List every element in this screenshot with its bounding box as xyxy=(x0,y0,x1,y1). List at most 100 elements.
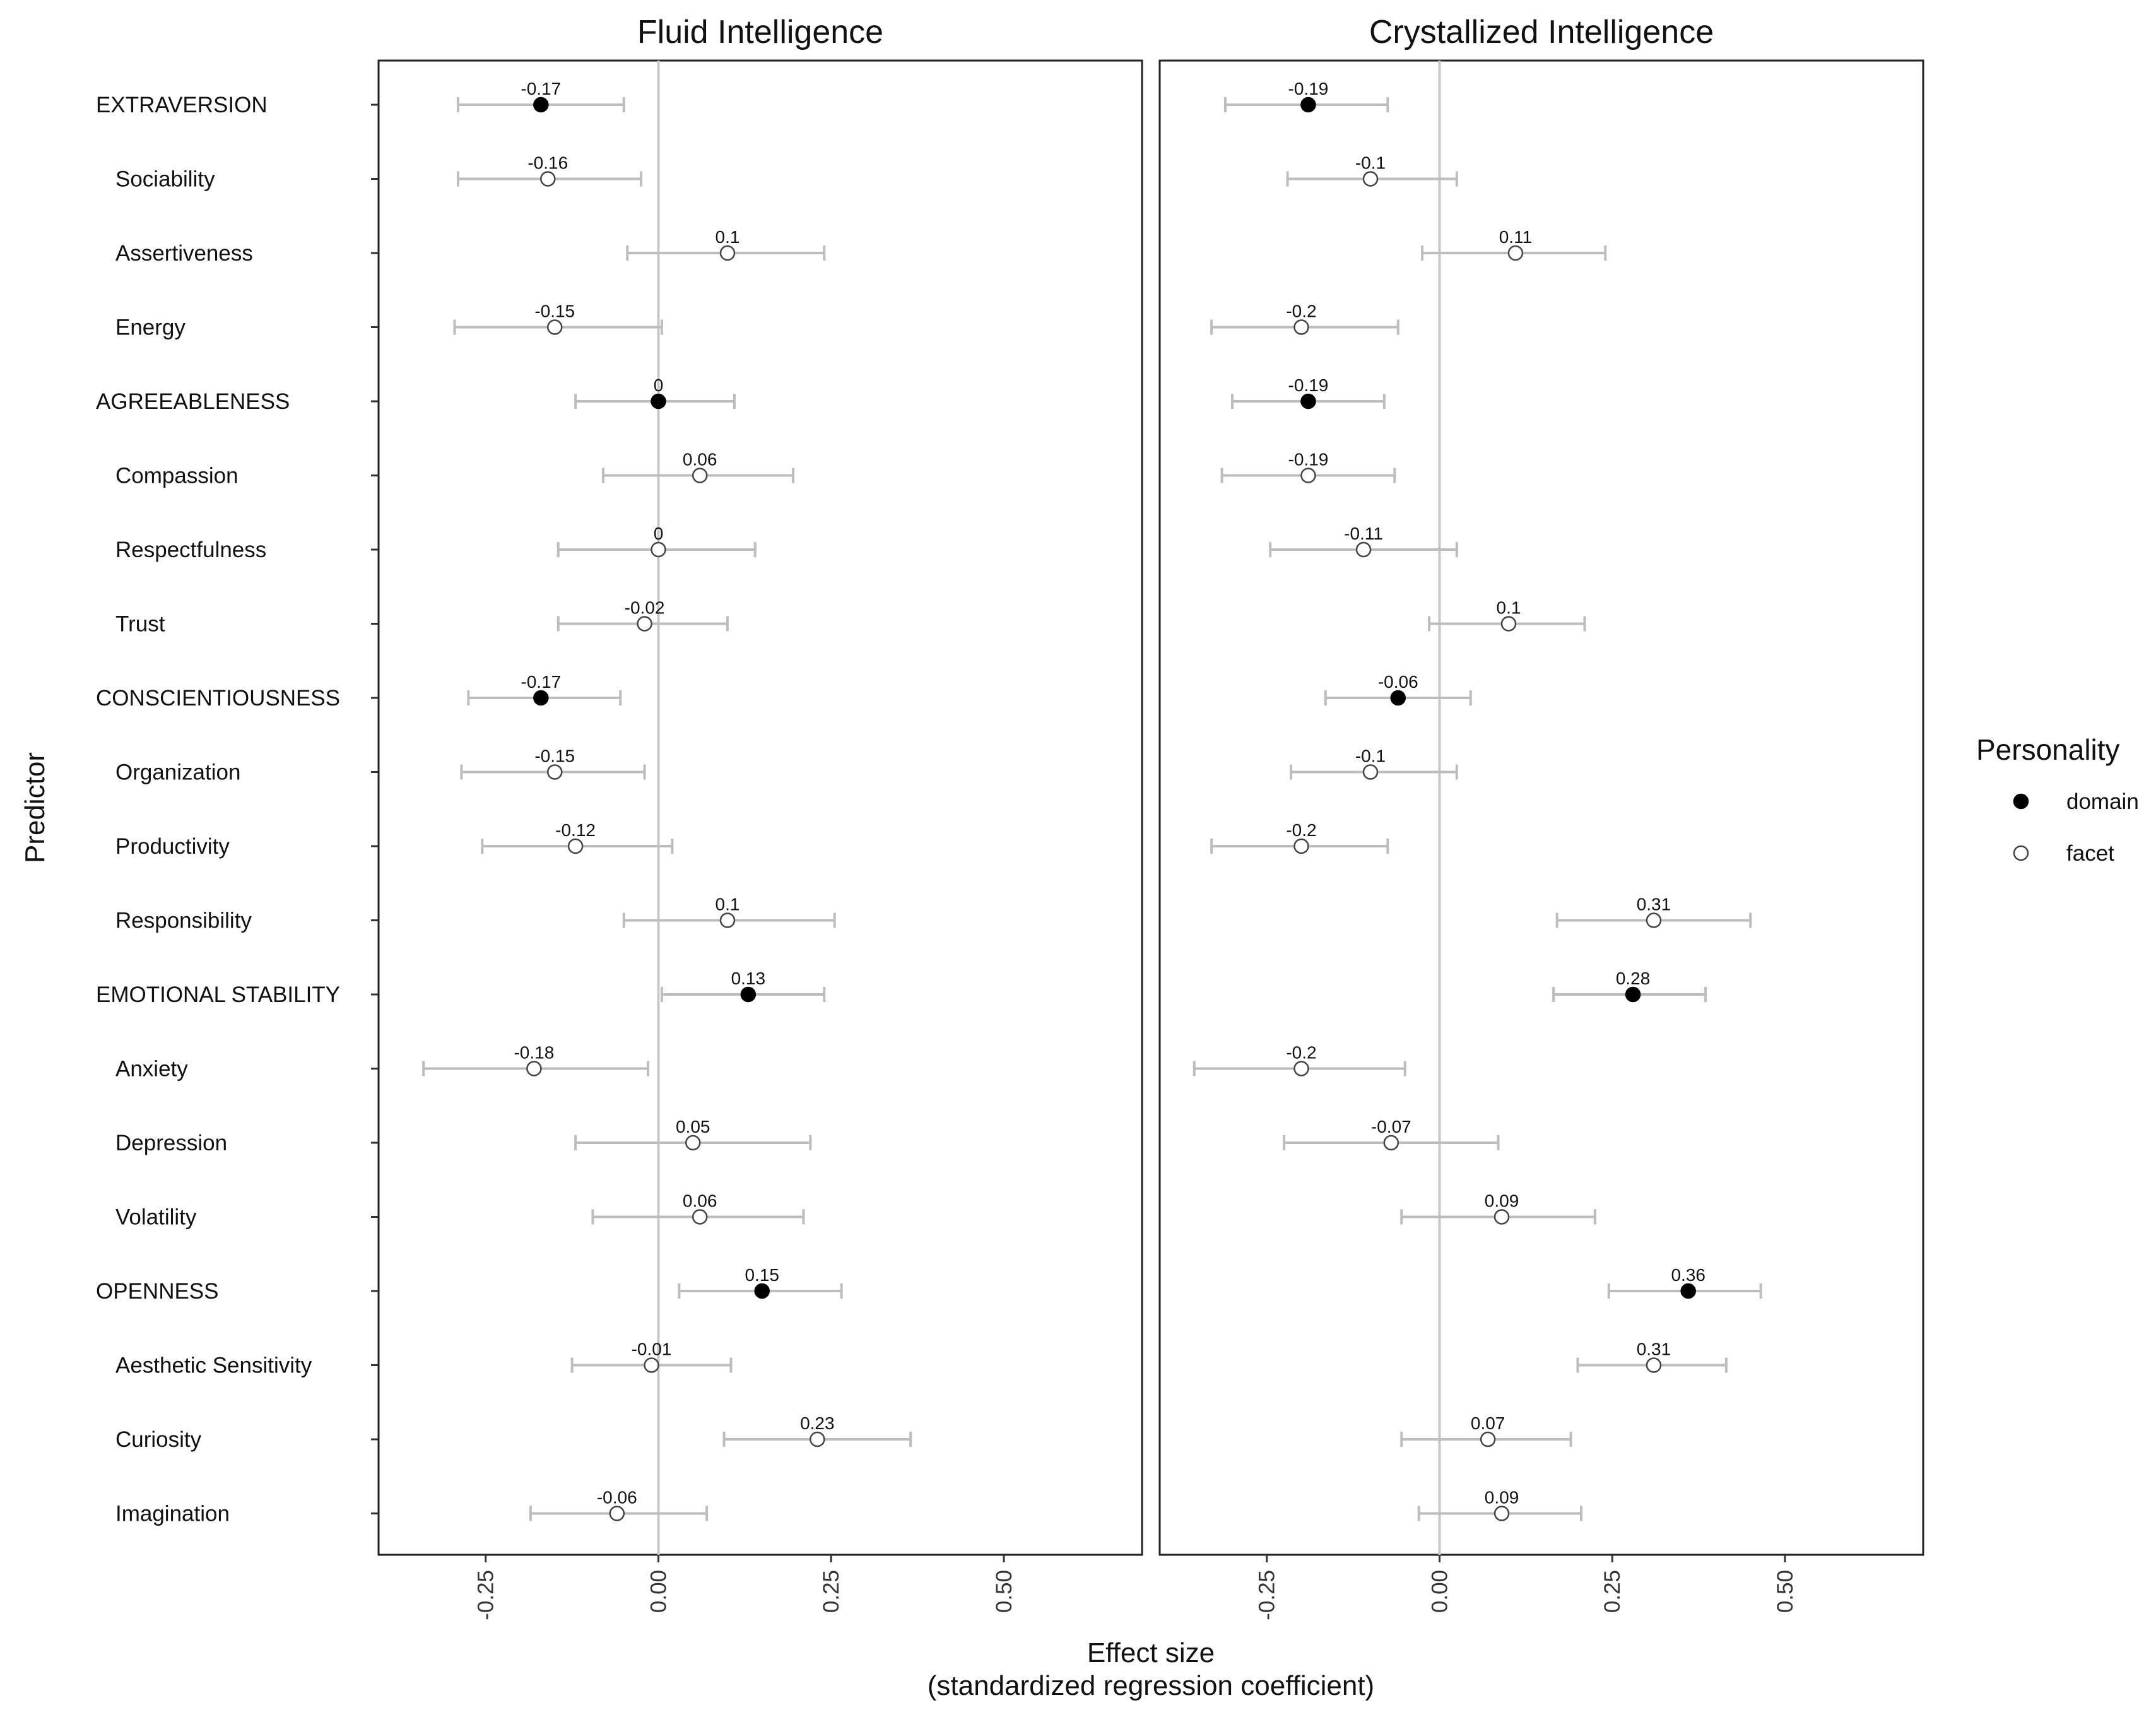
legend-label-facet: facet xyxy=(2066,841,2114,866)
point-0-13 xyxy=(526,1061,542,1076)
panel-frame-0 xyxy=(377,59,1143,1556)
row-label-4: AGREEABLENESS xyxy=(96,389,290,414)
x-axis-title: Effect size xyxy=(1087,1637,1215,1668)
point-1-5 xyxy=(1300,468,1316,483)
point-label-0-5: 0.06 xyxy=(683,450,717,469)
point-label-0-16: 0.15 xyxy=(745,1265,779,1285)
point-label-1-6: -0.11 xyxy=(1344,524,1383,543)
point-1-7 xyxy=(1500,616,1517,632)
point-0-12 xyxy=(740,986,757,1003)
panel-frame-1 xyxy=(1158,59,1924,1556)
point-label-0-1: -0.16 xyxy=(527,153,568,173)
point-0-15 xyxy=(692,1209,708,1225)
point-1-11 xyxy=(1646,912,1662,928)
row-label-18: Curiosity xyxy=(115,1427,202,1452)
point-label-0-13: -0.18 xyxy=(514,1043,554,1063)
legend-title: Personality xyxy=(1976,733,2120,766)
point-label-0-0: -0.17 xyxy=(521,79,561,98)
y-axis-title: Predictor xyxy=(20,752,50,863)
point-label-1-12: 0.28 xyxy=(1616,969,1651,988)
point-1-10 xyxy=(1293,838,1309,854)
point-label-0-4: 0 xyxy=(654,375,664,395)
point-label-1-15: 0.09 xyxy=(1485,1191,1519,1211)
point-label-0-7: -0.02 xyxy=(625,598,665,618)
point-1-19 xyxy=(1493,1506,1510,1521)
legend-label-domain: domain xyxy=(2066,789,2139,814)
point-0-4 xyxy=(651,393,666,410)
point-label-1-1: -0.1 xyxy=(1355,153,1386,173)
point-1-17 xyxy=(1646,1357,1662,1373)
row-label-6: Respectfulness xyxy=(115,538,266,562)
row-label-15: Volatility xyxy=(115,1205,197,1230)
row-label-2: Assertiveness xyxy=(115,241,253,266)
point-1-0 xyxy=(1300,97,1316,113)
point-label-1-10: -0.2 xyxy=(1286,820,1316,840)
point-1-16 xyxy=(1680,1283,1696,1299)
point-label-1-13: -0.2 xyxy=(1286,1043,1316,1063)
point-0-10 xyxy=(567,838,584,854)
point-1-8 xyxy=(1390,690,1406,706)
point-label-0-8: -0.17 xyxy=(521,672,561,692)
point-label-1-14: -0.07 xyxy=(1371,1117,1411,1136)
row-label-8: CONSCIENTIOUSNESS xyxy=(96,686,340,711)
row-label-0: EXTRAVERSION xyxy=(96,93,268,117)
point-label-1-19: 0.09 xyxy=(1485,1488,1519,1507)
point-0-9 xyxy=(546,764,563,780)
point-1-3 xyxy=(1293,319,1309,335)
point-1-2 xyxy=(1507,245,1524,261)
point-label-0-12: 0.13 xyxy=(731,969,766,988)
point-0-1 xyxy=(540,171,556,187)
point-label-0-2: 0.1 xyxy=(716,227,740,247)
point-0-5 xyxy=(692,468,708,483)
row-label-19: Imagination xyxy=(115,1502,230,1526)
row-label-14: Depression xyxy=(115,1131,227,1155)
point-label-0-3: -0.15 xyxy=(534,302,575,321)
point-label-0-14: 0.05 xyxy=(676,1117,710,1136)
x-tick-label-1-0: -0.25 xyxy=(1255,1570,1280,1620)
row-label-17: Aesthetic Sensitivity xyxy=(115,1353,312,1378)
point-1-18 xyxy=(1480,1431,1496,1448)
point-label-1-9: -0.1 xyxy=(1355,746,1386,766)
point-label-1-11: 0.31 xyxy=(1637,895,1671,914)
point-0-2 xyxy=(719,245,736,261)
point-label-1-3: -0.2 xyxy=(1286,302,1316,321)
row-label-1: Sociability xyxy=(115,167,215,192)
point-label-1-18: 0.07 xyxy=(1471,1413,1505,1433)
point-0-17 xyxy=(644,1357,659,1373)
point-label-1-5: -0.19 xyxy=(1288,450,1329,469)
panel-title-0: Fluid Intelligence xyxy=(637,14,883,50)
point-label-0-18: 0.23 xyxy=(800,1413,835,1433)
x-axis-subtitle: (standardized regression coefficient) xyxy=(928,1670,1374,1701)
point-label-1-0: -0.19 xyxy=(1288,79,1329,98)
point-1-15 xyxy=(1493,1209,1510,1225)
row-label-5: Compassion xyxy=(115,464,239,488)
point-0-14 xyxy=(685,1135,701,1151)
point-1-14 xyxy=(1383,1135,1399,1151)
point-0-19 xyxy=(609,1506,625,1521)
point-label-1-2: 0.11 xyxy=(1499,227,1532,247)
x-tick-label-1-3: 0.50 xyxy=(1773,1570,1798,1613)
x-tick-label-0-1: 0.00 xyxy=(646,1570,671,1613)
point-label-1-16: 0.36 xyxy=(1671,1265,1705,1285)
row-label-9: Organization xyxy=(115,760,240,785)
point-1-1 xyxy=(1362,171,1379,187)
legend-marker-facet xyxy=(2013,845,2029,861)
point-label-1-8: -0.06 xyxy=(1378,672,1418,692)
legend-marker-domain xyxy=(2013,793,2029,810)
x-tick-label-0-0: -0.25 xyxy=(474,1570,498,1620)
point-label-0-11: 0.1 xyxy=(716,895,740,914)
point-0-18 xyxy=(810,1431,825,1448)
row-label-12: EMOTIONAL STABILITY xyxy=(96,982,340,1007)
point-label-0-6: 0 xyxy=(654,524,664,543)
row-label-3: Energy xyxy=(115,316,186,340)
point-0-7 xyxy=(637,616,652,632)
point-label-1-4: -0.19 xyxy=(1288,375,1329,395)
panel-title-1: Crystallized Intelligence xyxy=(1369,14,1714,50)
x-tick-label-0-2: 0.25 xyxy=(819,1570,844,1613)
point-label-0-9: -0.15 xyxy=(534,746,575,766)
point-0-3 xyxy=(546,319,563,335)
point-1-4 xyxy=(1300,393,1316,410)
row-label-16: OPENNESS xyxy=(96,1279,219,1304)
point-1-12 xyxy=(1625,986,1641,1003)
row-label-7: Trust xyxy=(115,612,165,637)
